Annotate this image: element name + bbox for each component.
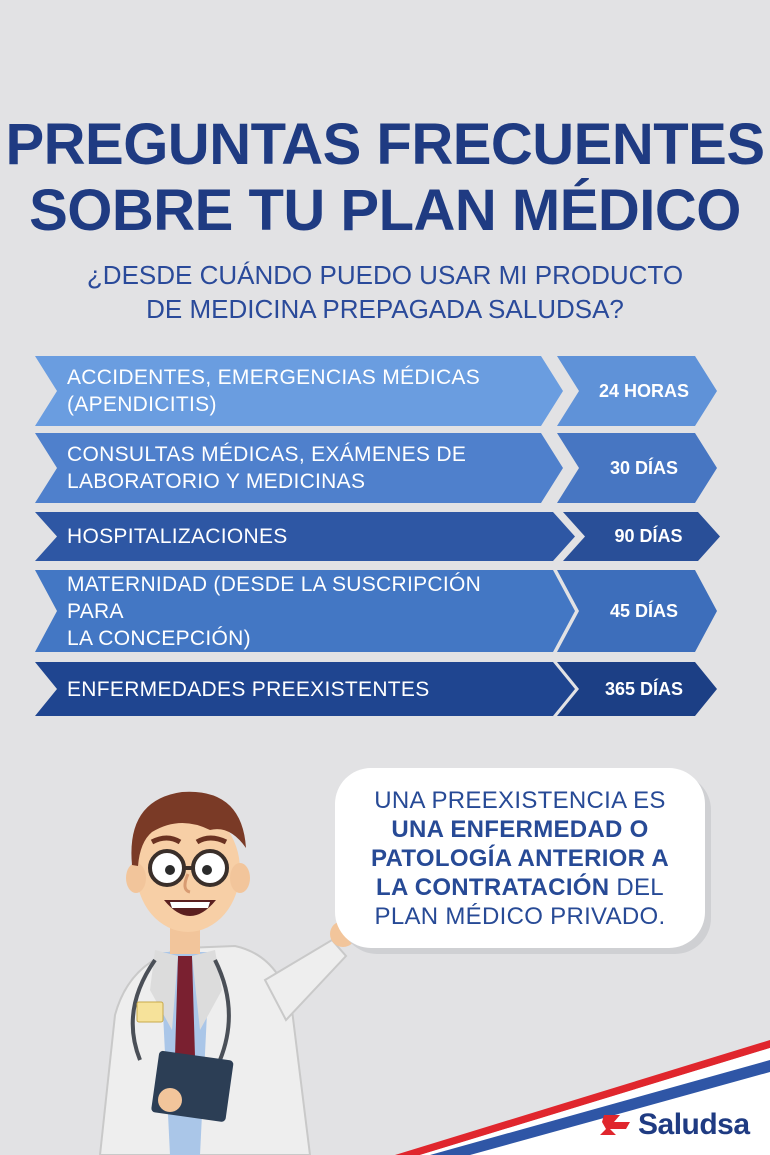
bubble-line-4: LA CONTRATACIÓN DEL xyxy=(335,873,705,902)
saludsa-logo: Saludsa xyxy=(600,1108,750,1142)
question-heading: ¿DESDE CUÁNDO PUEDO USAR MI PRODUCTO DE … xyxy=(0,258,770,326)
faq-row-maternidad: MATERNIDAD (DESDE LA SUSCRIPCIÓN PARA LA… xyxy=(35,570,720,652)
bubble-line-5: PLAN MÉDICO PRIVADO. xyxy=(374,903,666,930)
question-line-2: DE MEDICINA PREPAGADA SALUDSA? xyxy=(146,294,624,324)
row-label-line-1: CONSULTAS MÉDICAS, EXÁMENES DE xyxy=(67,443,467,466)
row-label-line-1: MATERNIDAD (DESDE LA SUSCRIPCIÓN PARA xyxy=(67,572,482,623)
faq-row-consultas: CONSULTAS MÉDICAS, EXÁMENES DE LABORATOR… xyxy=(35,433,720,503)
bubble-line-2: UNA ENFERMEDAD O xyxy=(335,815,705,844)
title-line-1: PREGUNTAS FRECUENTES xyxy=(5,112,765,177)
row-label-line-2: (APENDICITIS) xyxy=(67,393,217,416)
row-label-line-2: LA CONCEPCIÓN) xyxy=(67,626,251,650)
row-label-line-1: ENFERMEDADES PREEXISTENTES xyxy=(67,677,430,701)
saludsa-cross-icon xyxy=(600,1115,630,1135)
row-value: 90 DÍAS xyxy=(563,512,720,561)
faq-row-preexistentes: ENFERMEDADES PREEXISTENTES 365 DÍAS xyxy=(35,662,720,716)
bubble-line-3: PATOLOGÍA ANTERIOR A xyxy=(335,844,705,873)
question-line-1: ¿DESDE CUÁNDO PUEDO USAR MI PRODUCTO xyxy=(86,260,684,290)
row-value: 30 DÍAS xyxy=(557,433,717,503)
bubble-line-4-rest: DEL xyxy=(609,874,664,901)
row-label-line-1: HOSPITALIZACIONES xyxy=(67,525,288,548)
doctor-illustration xyxy=(98,791,380,1155)
row-value: 24 HORAS xyxy=(557,356,717,426)
row-label: ACCIDENTES, EMERGENCIAS MÉDICAS (APENDIC… xyxy=(35,356,563,426)
bubble-line-1: UNA PREEXISTENCIA ES xyxy=(374,787,666,814)
logo-text: Saludsa xyxy=(638,1108,750,1141)
row-label-line-2: LABORATORIO Y MEDICINAS xyxy=(67,470,366,493)
page-title: PREGUNTAS FRECUENTES SOBRE TU PLAN MÉDIC… xyxy=(0,112,770,244)
row-value: 45 DÍAS xyxy=(557,570,717,652)
row-value: 365 DÍAS xyxy=(557,662,717,716)
row-label: CONSULTAS MÉDICAS, EXÁMENES DE LABORATOR… xyxy=(35,433,563,503)
title-line-2: SOBRE TU PLAN MÉDICO xyxy=(29,178,741,243)
row-label: ENFERMEDADES PREEXISTENTES xyxy=(35,662,575,716)
info-bubble: UNA PREEXISTENCIA ES UNA ENFERMEDAD O PA… xyxy=(335,768,705,948)
faq-row-accidentes: ACCIDENTES, EMERGENCIAS MÉDICAS (APENDIC… xyxy=(35,356,720,426)
row-label: HOSPITALIZACIONES xyxy=(35,512,575,561)
bubble-bold-1: UNA ENFERMEDAD O xyxy=(391,816,649,843)
row-label-line-1: ACCIDENTES, EMERGENCIAS MÉDICAS xyxy=(67,366,481,389)
bubble-bold-2: PATOLOGÍA ANTERIOR A xyxy=(371,845,669,872)
bubble-bold-3: LA CONTRATACIÓN xyxy=(376,874,610,901)
row-label: MATERNIDAD (DESDE LA SUSCRIPCIÓN PARA LA… xyxy=(35,570,575,652)
faq-row-hospitalizaciones: HOSPITALIZACIONES 90 DÍAS xyxy=(35,512,720,561)
